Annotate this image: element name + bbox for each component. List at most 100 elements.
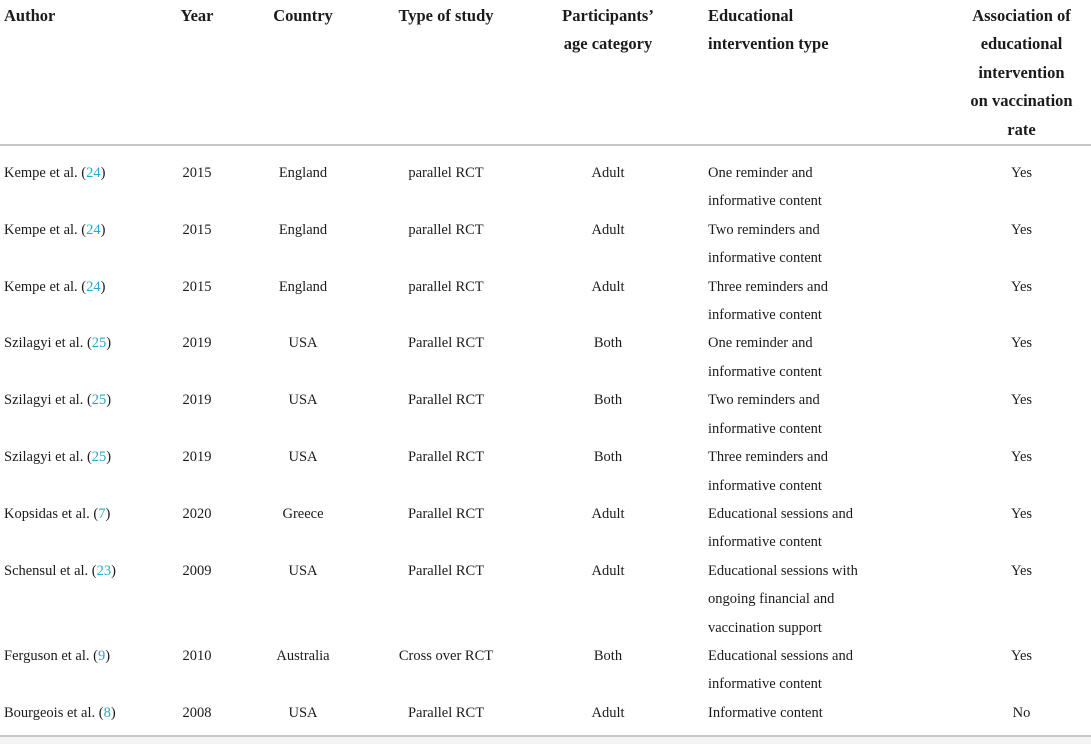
author-text: Kempe et al. (: [4, 221, 87, 238]
citation-link[interactable]: 25: [91, 392, 107, 409]
cell-age-category: Adult: [591, 704, 625, 721]
cell-year: 2020: [182, 505, 212, 522]
author-text: Szilagyi et al. (: [4, 449, 92, 466]
cell-year: 2008: [182, 704, 212, 721]
cell-intervention: One reminder and informative content: [708, 165, 822, 210]
author-text: Kopsidas et al. (: [4, 505, 99, 522]
column-header-intervention-type: Educational intervention type: [702, 0, 952, 147]
citation-link[interactable]: 9: [97, 647, 106, 664]
author-text: Ferguson et al. (: [4, 647, 98, 664]
cell-author: Schensul et al. (23): [0, 557, 166, 642]
cell-author: Ferguson et al. (9): [0, 642, 166, 699]
cell-age-category: Both: [593, 335, 623, 352]
cell-author: Kempe et al. (24): [0, 273, 166, 330]
cell-year: 2015: [182, 165, 212, 182]
citation-link[interactable]: 24: [86, 278, 101, 295]
cell-association: Yes: [1010, 221, 1033, 238]
cell-age-category: Adult: [591, 562, 625, 579]
author-text-close: ): [106, 449, 112, 466]
cell-study-type: Parallel RCT: [407, 562, 485, 579]
cell-country: USA: [288, 704, 318, 721]
citation-link[interactable]: 25: [91, 335, 107, 352]
cell-study-type: Parallel RCT: [407, 449, 485, 466]
column-header-age-category: Participants’ age category: [514, 0, 702, 147]
author-text-close: ): [100, 221, 106, 238]
cell-age-category: Both: [593, 392, 623, 409]
author-text: Bourgeois et al. (: [4, 704, 104, 721]
author-text-close: ): [106, 335, 112, 352]
citation-link[interactable]: 25: [91, 449, 107, 466]
cell-study-type: Parallel RCT: [407, 392, 485, 409]
cell-author: Kopsidas et al. (7): [0, 500, 166, 557]
author-text: Kempe et al. (: [4, 165, 87, 182]
table-header: Author Year Country Type of study Partic…: [0, 0, 1091, 147]
cell-study-type: Parallel RCT: [407, 505, 485, 522]
cell-study-type: Parallel RCT: [407, 704, 485, 721]
cell-intervention: One reminder and informative content: [708, 335, 822, 380]
author-text-close: ): [100, 278, 106, 295]
cell-author: Szilagyi et al. (25): [0, 329, 166, 386]
cell-country: USA: [288, 392, 318, 409]
cell-year: 2015: [182, 278, 212, 295]
cell-association: Yes: [1010, 392, 1033, 409]
cell-association: No: [1012, 704, 1031, 721]
cell-association: Yes: [1010, 449, 1033, 466]
cell-intervention: Educational sessions and informative con…: [708, 505, 853, 551]
cell-age-category: Both: [593, 449, 623, 466]
cell-intervention: Two reminders and informative content: [708, 221, 822, 267]
cell-study-type: Parallel RCT: [407, 335, 485, 352]
cell-year: 2010: [182, 647, 212, 664]
cell-year: 2009: [182, 562, 212, 579]
citation-link[interactable]: 24: [86, 221, 101, 238]
table-row: Kempe et al. (24) 2015 England parallel …: [0, 216, 1091, 273]
cell-year: 2019: [182, 392, 212, 409]
citation-link[interactable]: 23: [96, 562, 112, 579]
cell-author: Kempe et al. (24): [0, 216, 166, 273]
cell-country: England: [278, 165, 328, 182]
cell-year: 2019: [182, 335, 212, 352]
author-text: Schensul et al. (: [4, 562, 97, 579]
table-row: Kempe et al. (24) 2015 England parallel …: [0, 273, 1091, 330]
cell-year: 2019: [182, 449, 212, 466]
author-text: Kempe et al. (: [4, 278, 87, 295]
cell-age-category: Adult: [591, 505, 625, 522]
cell-age-category: Adult: [591, 165, 625, 182]
cell-country: Greece: [282, 505, 324, 522]
column-header-author: Author: [0, 0, 166, 147]
cell-country: England: [278, 221, 328, 238]
cell-author: Bourgeois et al. (8): [0, 699, 166, 736]
table-row: Szilagyi et al. (25) 2019 USA Parallel R…: [0, 443, 1091, 500]
cell-author: Szilagyi et al. (25): [0, 386, 166, 443]
citation-link[interactable]: 8: [103, 704, 111, 721]
cell-association: Yes: [1010, 647, 1033, 664]
cell-intervention: Three reminders and informative content: [708, 449, 828, 494]
cell-intervention: Informative content: [708, 704, 823, 721]
cell-country: USA: [288, 335, 318, 352]
cell-study-type: parallel RCT: [408, 165, 484, 182]
citation-link[interactable]: 24: [86, 165, 101, 182]
cell-year: 2015: [182, 221, 212, 238]
table-body: Kempe et al. (24) 2015 England parallel …: [0, 145, 1091, 737]
table-row: Szilagyi et al. (25) 2019 USA Parallel R…: [0, 386, 1091, 443]
cell-association: Yes: [1010, 335, 1033, 352]
cell-intervention: Educational sessions and informative con…: [708, 647, 853, 693]
table-row: Kempe et al. (24) 2015 England parallel …: [0, 145, 1091, 216]
author-text-close: ): [100, 165, 106, 182]
table-row: Schensul et al. (23) 2009 USA Parallel R…: [0, 557, 1091, 642]
cell-intervention: Three reminders and informative content: [708, 278, 828, 324]
citation-link[interactable]: 7: [98, 505, 106, 522]
author-text-close: ): [110, 704, 116, 721]
column-header-country: Country: [228, 0, 378, 147]
cell-study-type: parallel RCT: [408, 278, 484, 295]
column-header-association: Association of educational intervention …: [952, 0, 1091, 147]
cell-country: England: [278, 278, 328, 295]
table-row: Ferguson et al. (9) 2010 Australia Cross…: [0, 642, 1091, 699]
header-row: Author Year Country Type of study Partic…: [0, 0, 1091, 147]
cell-country: USA: [288, 449, 318, 466]
cell-study-type: Cross over RCT: [398, 647, 494, 664]
author-text: Szilagyi et al. (: [4, 335, 92, 352]
cell-association: Yes: [1010, 165, 1033, 182]
